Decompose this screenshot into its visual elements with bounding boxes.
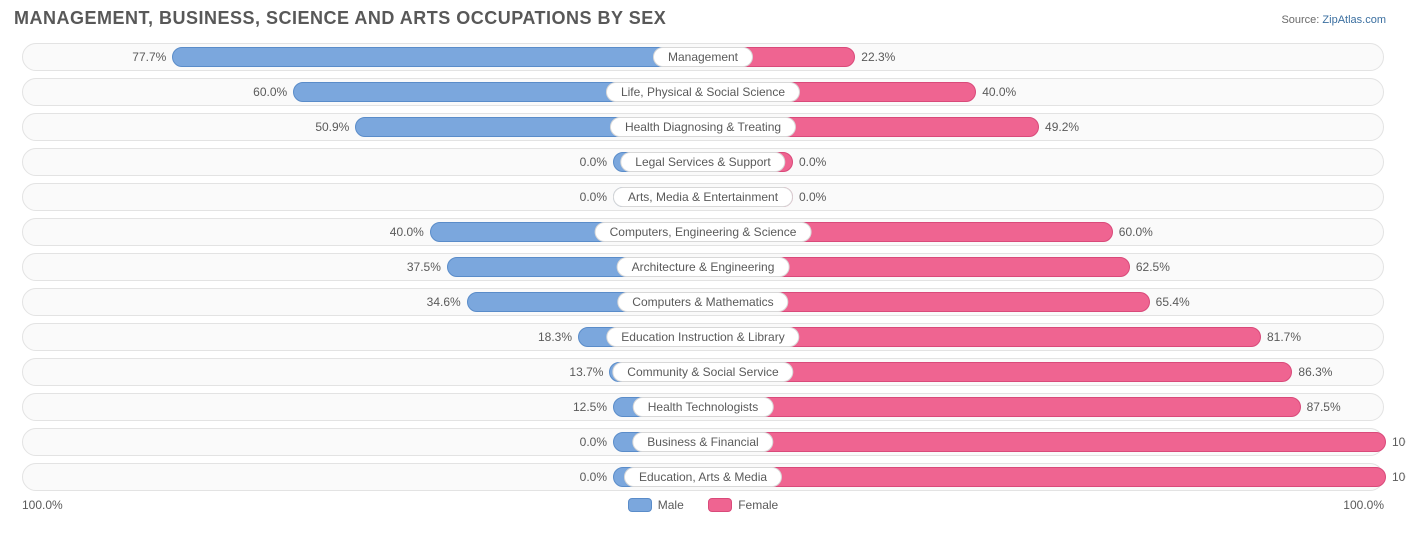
legend-male-label: Male bbox=[658, 498, 684, 512]
category-pill: Health Diagnosing & Treating bbox=[610, 117, 796, 137]
male-value-label: 50.9% bbox=[315, 120, 349, 134]
source-label: Source: bbox=[1281, 14, 1319, 26]
category-pill: Community & Social Service bbox=[612, 362, 793, 382]
female-value-label: 65.4% bbox=[1156, 295, 1190, 309]
female-value-label: 22.3% bbox=[861, 50, 895, 64]
female-value-label: 0.0% bbox=[799, 190, 826, 204]
female-value-label: 86.3% bbox=[1298, 365, 1332, 379]
female-value-label: 62.5% bbox=[1136, 260, 1170, 274]
category-pill: Architecture & Engineering bbox=[617, 257, 790, 277]
chart-row: 37.5% 62.5% Architecture & Engineering bbox=[22, 253, 1384, 281]
female-value-label: 81.7% bbox=[1267, 330, 1301, 344]
axis-right-label: 100.0% bbox=[1343, 498, 1384, 512]
female-bar bbox=[703, 397, 1301, 417]
source-value: ZipAtlas.com bbox=[1322, 14, 1386, 26]
male-value-label: 0.0% bbox=[580, 190, 607, 204]
male-value-label: 13.7% bbox=[569, 365, 603, 379]
chart-title: MANAGEMENT, BUSINESS, SCIENCE AND ARTS O… bbox=[14, 8, 1394, 29]
category-pill: Arts, Media & Entertainment bbox=[613, 187, 793, 207]
chart-row: 0.0%100.0%Education, Arts & Media bbox=[22, 463, 1384, 491]
diverging-bar-chart: 77.7% 22.3% Management 60.0% 40.0% Life, Phys… bbox=[12, 43, 1394, 491]
male-value-label: 0.0% bbox=[580, 435, 607, 449]
female-value-label: 0.0% bbox=[799, 155, 826, 169]
category-pill: Computers & Mathematics bbox=[617, 292, 788, 312]
male-value-label: 0.0% bbox=[580, 155, 607, 169]
chart-row: 77.7% 22.3% Management bbox=[22, 43, 1384, 71]
category-pill: Education, Arts & Media bbox=[624, 467, 782, 487]
female-value-label: 49.2% bbox=[1045, 120, 1079, 134]
chart-row: 12.5% 87.5% Health Technologists bbox=[22, 393, 1384, 421]
male-value-label: 37.5% bbox=[407, 260, 441, 274]
male-value-label: 34.6% bbox=[427, 295, 461, 309]
male-value-label: 18.3% bbox=[538, 330, 572, 344]
chart-row: 50.9% 49.2% Health Diagnosing & Treating bbox=[22, 113, 1384, 141]
category-pill: Management bbox=[653, 47, 753, 67]
male-value-label: 12.5% bbox=[573, 400, 607, 414]
category-pill: Legal Services & Support bbox=[620, 152, 785, 172]
female-swatch bbox=[708, 498, 732, 512]
male-value-label: 40.0% bbox=[390, 225, 424, 239]
female-value-label: 100.0% bbox=[1392, 470, 1406, 484]
chart-row: 0.0%100.0%Business & Financial bbox=[22, 428, 1384, 456]
legend-male: Male bbox=[628, 498, 684, 512]
chart-row: 0.0% 0.0% Arts, Media & Entertainment bbox=[22, 183, 1384, 211]
male-value-label: 0.0% bbox=[580, 470, 607, 484]
x-axis: 100.0% 100.0% Male Female bbox=[22, 498, 1384, 516]
male-swatch bbox=[628, 498, 652, 512]
source-attribution: Source: ZipAtlas.com bbox=[1281, 14, 1386, 26]
legend: Male Female bbox=[22, 498, 1384, 517]
female-bar bbox=[703, 432, 1386, 452]
chart-row: 60.0% 40.0% Life, Physical & Social Scienc… bbox=[22, 78, 1384, 106]
chart-row: 13.7% 86.3% Community & Social Service bbox=[22, 358, 1384, 386]
chart-row: 34.6% 65.4% Computers & Mathematics bbox=[22, 288, 1384, 316]
male-bar bbox=[172, 47, 703, 67]
female-bar bbox=[703, 467, 1386, 487]
female-value-label: 87.5% bbox=[1307, 400, 1341, 414]
female-value-label: 100.0% bbox=[1392, 435, 1406, 449]
category-pill: Education Instruction & Library bbox=[606, 327, 799, 347]
category-pill: Computers, Engineering & Science bbox=[595, 222, 812, 242]
axis-left-label: 100.0% bbox=[22, 498, 63, 512]
male-value-label: 60.0% bbox=[253, 85, 287, 99]
legend-female: Female bbox=[708, 498, 778, 512]
male-value-label: 77.7% bbox=[132, 50, 166, 64]
chart-row: 18.3% 81.7% Education Instruction & Librar… bbox=[22, 323, 1384, 351]
chart-row: 40.0% 60.0% Computers, Engineering & Scien… bbox=[22, 218, 1384, 246]
chart-row: 0.0% 0.0% Legal Services & Support bbox=[22, 148, 1384, 176]
legend-female-label: Female bbox=[738, 498, 778, 512]
category-pill: Life, Physical & Social Science bbox=[606, 82, 800, 102]
category-pill: Business & Financial bbox=[632, 432, 773, 452]
female-value-label: 60.0% bbox=[1119, 225, 1153, 239]
female-value-label: 40.0% bbox=[982, 85, 1016, 99]
category-pill: Health Technologists bbox=[633, 397, 774, 417]
